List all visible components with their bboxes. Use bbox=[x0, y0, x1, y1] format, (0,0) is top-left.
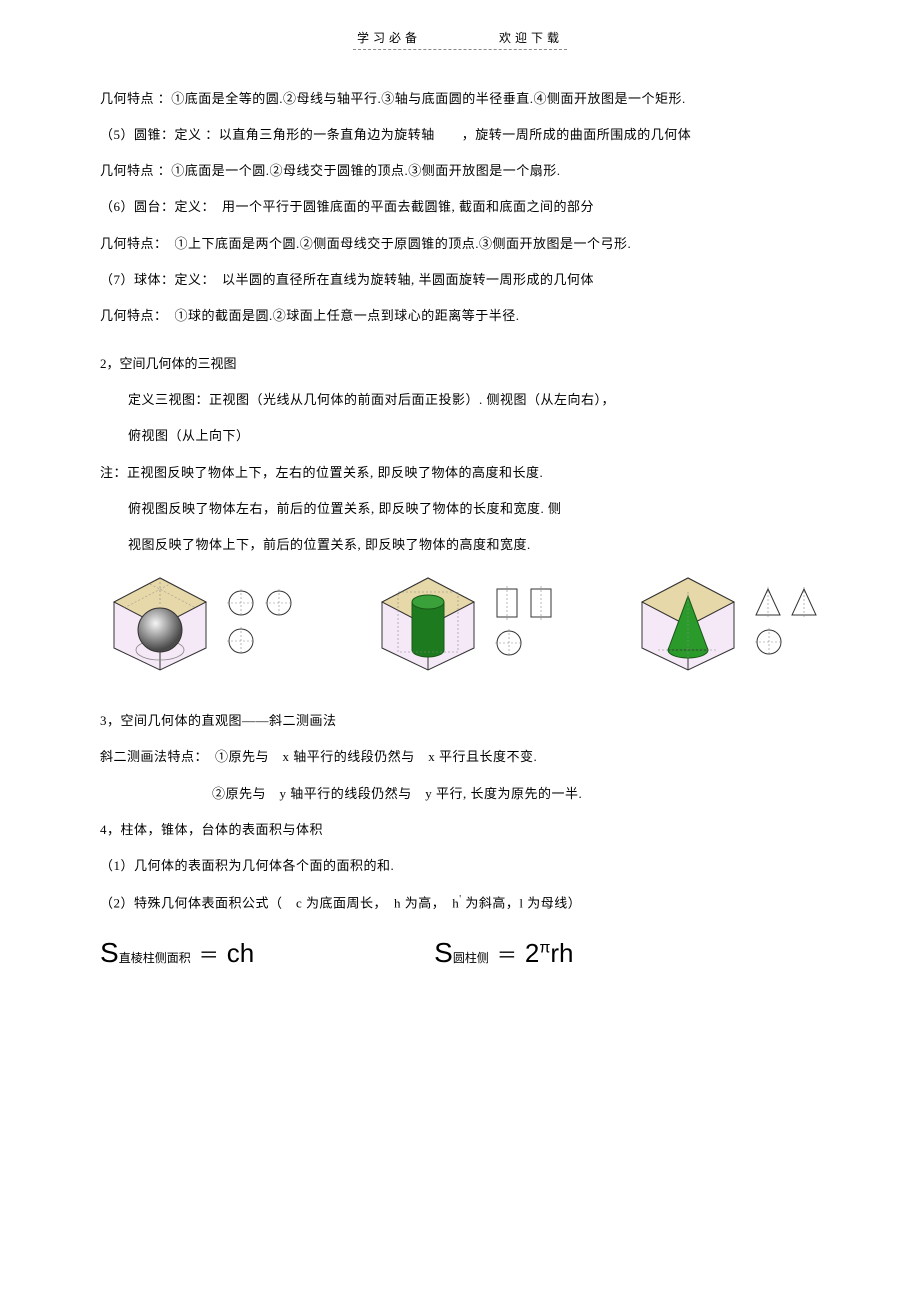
paragraph: （1）几何体的表面积为几何体各个面的面积的和. bbox=[100, 857, 820, 875]
formula-two: 2 bbox=[525, 938, 539, 968]
formula-S: S bbox=[100, 937, 119, 968]
formula-cylinder-lateral: S圆柱侧 ＝ 2πrh bbox=[434, 933, 573, 972]
paragraph: 几何特点 ：①底面是全等的圆.②母线与轴平行.③轴与底面圆的半径垂直.④侧面开放… bbox=[100, 90, 820, 108]
paragraph: 几何特点 ：①底面是一个圆.②母线交于圆锥的顶点.③侧面开放图是一个扇形. bbox=[100, 162, 820, 180]
cylinder-side-view-icon bbox=[526, 584, 556, 622]
paragraph: 定义三视图：正视图（光线从几何体的前面对后面正投影）. 侧视图（从左向右）， bbox=[100, 391, 820, 409]
formula-row: S直棱柱侧面积 ＝ ch S圆柱侧 ＝ 2πrh bbox=[100, 933, 820, 972]
cone-diagram bbox=[628, 572, 820, 672]
cone-front-view-icon bbox=[752, 585, 784, 621]
section-heading: 2，空间几何体的三视图 bbox=[100, 355, 820, 373]
formula-S: S bbox=[434, 937, 453, 968]
cylinder-front-view-icon bbox=[492, 584, 522, 622]
section-heading: 3，空间几何体的直观图——斜二测画法 bbox=[100, 712, 820, 730]
section-heading: 4，柱体，锥体，台体的表面积与体积 bbox=[100, 821, 820, 839]
formula-expr: 2πrh bbox=[525, 935, 574, 971]
paragraph: 俯视图（从上向下） bbox=[100, 427, 820, 445]
formula-prism-lateral: S直棱柱侧面积 ＝ ch bbox=[100, 933, 254, 972]
formula-sub: 直棱柱侧面积 bbox=[119, 951, 191, 965]
paragraph: ②原先与 y 轴平行的线段仍然与 y 平行, 长度为原先的一半. bbox=[100, 785, 820, 803]
paragraph: 几何特点： ①上下底面是两个圆.②侧面母线交于原圆锥的顶点.③侧面开放图是一个弓… bbox=[100, 235, 820, 253]
header-right: 欢迎下载 bbox=[499, 31, 563, 45]
sphere-top-view-icon bbox=[224, 624, 258, 658]
page-header: 学习必备 欢迎下载 bbox=[100, 30, 820, 50]
paragraph: （7）球体：定义： 以半圆的直径所在直线为旋转轴, 半圆面旋转一周形成的几何体 bbox=[100, 271, 820, 289]
cone-top-view-icon bbox=[752, 625, 786, 659]
three-view-diagrams bbox=[100, 572, 820, 672]
formula-eq: ＝ bbox=[497, 942, 517, 970]
paragraph: 注：正视图反映了物体上下，左右的位置关系, 即反映了物体的高度和长度. bbox=[100, 464, 820, 482]
formula-eq: ＝ bbox=[199, 942, 219, 970]
cylinder-top-view-icon bbox=[492, 626, 526, 660]
sphere-front-view-icon bbox=[224, 586, 258, 620]
cylinder-3d-icon bbox=[368, 572, 488, 672]
formula-sub: 圆柱侧 bbox=[453, 951, 489, 965]
cone-side-view-icon bbox=[788, 585, 820, 621]
text: （2）特殊几何体表面积公式（ c 为底面周长， h 为高， h bbox=[100, 896, 459, 911]
paragraph: 斜二测画法特点： ①原先与 x 轴平行的线段仍然与 x 平行且长度不变. bbox=[100, 748, 820, 766]
paragraph: （6）圆台：定义： 用一个平行于圆锥底面的平面去截圆锥, 截面和底面之间的部分 bbox=[100, 198, 820, 216]
formula-pi: π bbox=[539, 939, 550, 956]
sphere-diagram bbox=[100, 572, 296, 672]
sphere-3d-icon bbox=[100, 572, 220, 672]
cylinder-diagram bbox=[368, 572, 556, 672]
formula-expr: ch bbox=[227, 935, 254, 971]
prime-mark: ' bbox=[459, 894, 461, 905]
paragraph: 俯视图反映了物体左右，前后的位置关系, 即反映了物体的长度和宽度. 侧 bbox=[100, 500, 820, 518]
cone-3d-icon bbox=[628, 572, 748, 672]
paragraph: （5）圆锥：定义 ：以直角三角形的一条直角边为旋转轴 ，旋转一周所成的曲面所围成… bbox=[100, 126, 820, 144]
text: 为斜高，l 为母线） bbox=[465, 896, 581, 911]
formula-rh: rh bbox=[550, 938, 573, 968]
sphere-side-view-icon bbox=[262, 586, 296, 620]
paragraph: 视图反映了物体上下，前后的位置关系, 即反映了物体的高度和宽度. bbox=[100, 536, 820, 554]
header-left: 学习必备 bbox=[357, 31, 421, 45]
paragraph: 几何特点： ①球的截面是圆.②球面上任意一点到球心的距离等于半径. bbox=[100, 307, 820, 325]
paragraph: （2）特殊几何体表面积公式（ c 为底面周长， h 为高， h' 为斜高，l 为… bbox=[100, 893, 820, 913]
